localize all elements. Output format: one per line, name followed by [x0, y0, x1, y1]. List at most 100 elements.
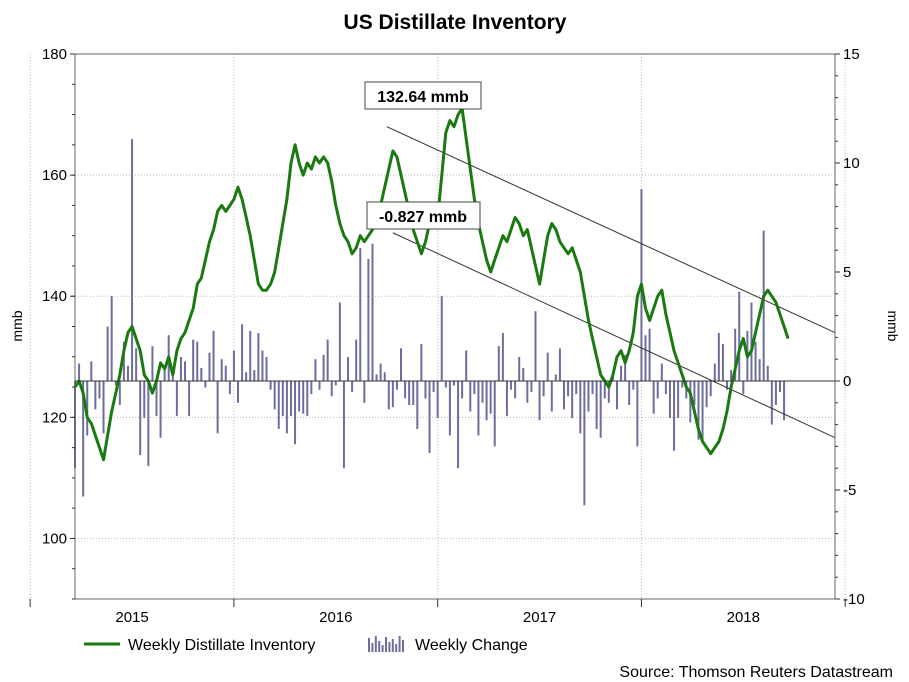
bar-weekly-change [147, 381, 150, 467]
bar-weekly-change [188, 381, 191, 416]
bar-weekly-change [444, 381, 447, 388]
bar-weekly-change [94, 381, 97, 410]
bar-weekly-change [603, 381, 606, 399]
bar-weekly-change [538, 381, 541, 421]
legend-bar-stripe [381, 645, 384, 652]
bar-weekly-change [452, 381, 455, 386]
bar-weekly-change [465, 350, 468, 381]
bar-weekly-change [754, 341, 757, 381]
bar-weekly-change [550, 381, 553, 412]
left-tick-label: 160 [42, 167, 67, 184]
bar-weekly-change [98, 381, 101, 399]
bar-weekly-change [656, 381, 659, 399]
bar-weekly-change [261, 350, 264, 381]
bar-weekly-change [571, 381, 574, 419]
bar-weekly-change [558, 348, 561, 381]
bar-weekly-change [648, 328, 651, 381]
bar-weekly-change [448, 381, 451, 436]
right-tick-label: -5 [843, 482, 856, 499]
right-tick-label: 5 [843, 264, 851, 281]
legend-bar-stripe [398, 636, 401, 652]
bar-weekly-change [200, 367, 203, 381]
bar-weekly-change [636, 381, 639, 447]
bar-weekly-change [514, 381, 517, 399]
x-tick-label: 2017 [523, 609, 556, 626]
legend-bar-stripe [374, 636, 377, 652]
bar-weekly-change [730, 370, 733, 381]
bar-weekly-change [237, 381, 240, 403]
bar-weekly-change [78, 363, 81, 381]
bar-weekly-change [546, 352, 549, 381]
bar-weekly-change [322, 354, 325, 381]
bar-weekly-change [554, 374, 557, 381]
bar-weekly-change [485, 381, 488, 421]
bar-weekly-change [420, 343, 423, 381]
bar-weekly-change [677, 381, 680, 419]
bar-weekly-change [522, 367, 525, 381]
bar-weekly-change [632, 381, 635, 390]
bar-weekly-change [510, 381, 513, 390]
bar-weekly-change [391, 381, 394, 408]
trend-line [392, 232, 836, 439]
left-tick-label: 180 [42, 46, 67, 63]
bar-weekly-change [652, 381, 655, 414]
bar-weekly-change [624, 354, 627, 381]
bar-weekly-change [750, 302, 753, 381]
bar-weekly-change [212, 330, 215, 381]
bar-weekly-change [277, 381, 280, 429]
source-note: Source: Thomson Reuters Datastream [619, 664, 893, 681]
bar-weekly-change [575, 381, 578, 395]
bar-weekly-change [126, 365, 129, 381]
right-tick-label: 15 [843, 46, 860, 63]
bar-weekly-change [400, 348, 403, 381]
bar-weekly-change [518, 357, 521, 381]
legend: Weekly Distillate Inventory Weekly Chang… [84, 636, 528, 654]
bar-weekly-change [599, 381, 602, 438]
bar-weekly-change [228, 381, 231, 395]
legend-bar-swatch [368, 636, 404, 652]
bar-weekly-change [310, 381, 313, 395]
bar-weekly-change [774, 381, 777, 405]
bar-weekly-change [110, 295, 113, 381]
bar-weekly-change [505, 381, 508, 416]
bar-weekly-change [159, 381, 162, 438]
bar-weekly-change [742, 381, 745, 395]
bar-weekly-change [689, 381, 692, 423]
bar-weekly-change [151, 346, 154, 381]
bar-weekly-change [204, 381, 207, 388]
right-tick-label: -10 [843, 591, 865, 608]
bar-weekly-change [314, 359, 317, 381]
bar-weekly-change [738, 291, 741, 381]
grid-lines [29, 53, 846, 599]
legend-label-change: Weekly Change [415, 637, 528, 654]
bar-weekly-change [762, 230, 765, 381]
right-axis: -10 -5 0 5 10 15 [835, 46, 865, 608]
bar-weekly-change [371, 243, 374, 381]
bar-weekly-change [583, 381, 586, 506]
legend-bar-stripe [385, 637, 387, 652]
left-tick-label: 140 [42, 288, 67, 305]
left-axis-label: mmb [9, 310, 25, 341]
bar-weekly-change [318, 381, 321, 390]
bar-weekly-change [412, 381, 415, 405]
bar-weekly-change [461, 381, 464, 399]
right-axis-label: mmb [885, 310, 901, 341]
bar-weekly-change [131, 139, 134, 381]
left-axis: 100 120 140 160 180 [42, 46, 75, 600]
bar-weekly-change [139, 381, 142, 456]
x-tick-label: 2015 [115, 609, 148, 626]
bar-weekly-change [664, 381, 667, 395]
bar-weekly-change [713, 363, 716, 381]
trend-line [386, 126, 836, 334]
bar-weekly-change [432, 381, 435, 392]
right-tick-label: 0 [843, 373, 851, 390]
legend-label-inventory: Weekly Distillate Inventory [128, 637, 315, 654]
bar-weekly-change [530, 381, 533, 392]
bar-weekly-change [628, 381, 631, 405]
bar-weekly-change [534, 311, 537, 381]
bar-weekly-change [184, 361, 187, 381]
bar-weekly-change [342, 381, 345, 469]
bar-weekly-change [489, 381, 492, 414]
bar-weekly-change [734, 328, 737, 381]
bar-weekly-change [705, 381, 708, 408]
